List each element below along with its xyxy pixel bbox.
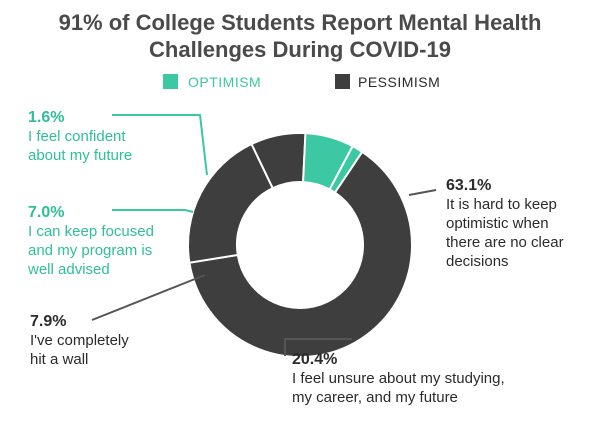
slice-labels: 1.6% I feel confident about my future 63.1%… — [27, 109, 564, 406]
slice-value-label-1: 1.6% — [28, 109, 64, 126]
leader-lines — [91, 114, 437, 356]
slice-desc-line: well advised — [27, 261, 110, 278]
donut-slice-2 — [188, 150, 413, 358]
slice-desc-line: I feel confident — [28, 128, 126, 145]
slice-desc-line: and my program is — [28, 242, 152, 259]
leader-line-3 — [284, 338, 352, 356]
slice-desc-line: about my future — [28, 147, 132, 164]
slice-desc-line: I've completely — [30, 332, 129, 349]
slice-desc-line: there are no clear — [446, 234, 564, 251]
chart-title-line2: Challenges During COVID-19 — [149, 37, 451, 62]
slice-desc-line: optimistic when — [446, 215, 549, 232]
slice-desc-line: It is hard to keep — [446, 196, 557, 213]
slice-value-label-3: 20.4% — [292, 351, 337, 368]
leader-line-5 — [112, 209, 194, 213]
legend-swatch-pessimism — [335, 74, 350, 89]
legend: OPTIMISM PESSIMISM — [163, 74, 440, 90]
slice-desc-line: my career, and my future — [292, 389, 458, 406]
donut-slices — [187, 132, 413, 358]
leader-line-4 — [91, 274, 206, 321]
legend-swatch-optimism — [163, 74, 178, 89]
slice-desc-line: I can keep focused — [28, 223, 154, 240]
legend-label-optimism: OPTIMISM — [188, 74, 261, 90]
leader-line-1 — [112, 114, 208, 176]
slice-desc-line: hit a wall — [30, 351, 88, 368]
leader-line-2 — [408, 189, 437, 196]
chart-title-line1: 91% of College Students Report Mental He… — [59, 10, 542, 35]
donut-slice-5 — [302, 132, 354, 191]
slice-desc-line: I feel unsure about my studying, — [292, 370, 505, 387]
slice-value-label-4: 7.9% — [30, 313, 66, 330]
legend-label-pessimism: PESSIMISM — [358, 74, 440, 90]
slice-value-label-5: 7.0% — [28, 204, 64, 221]
slice-desc-line: decisions — [446, 253, 509, 270]
slice-value-label-2: 63.1% — [446, 177, 491, 194]
